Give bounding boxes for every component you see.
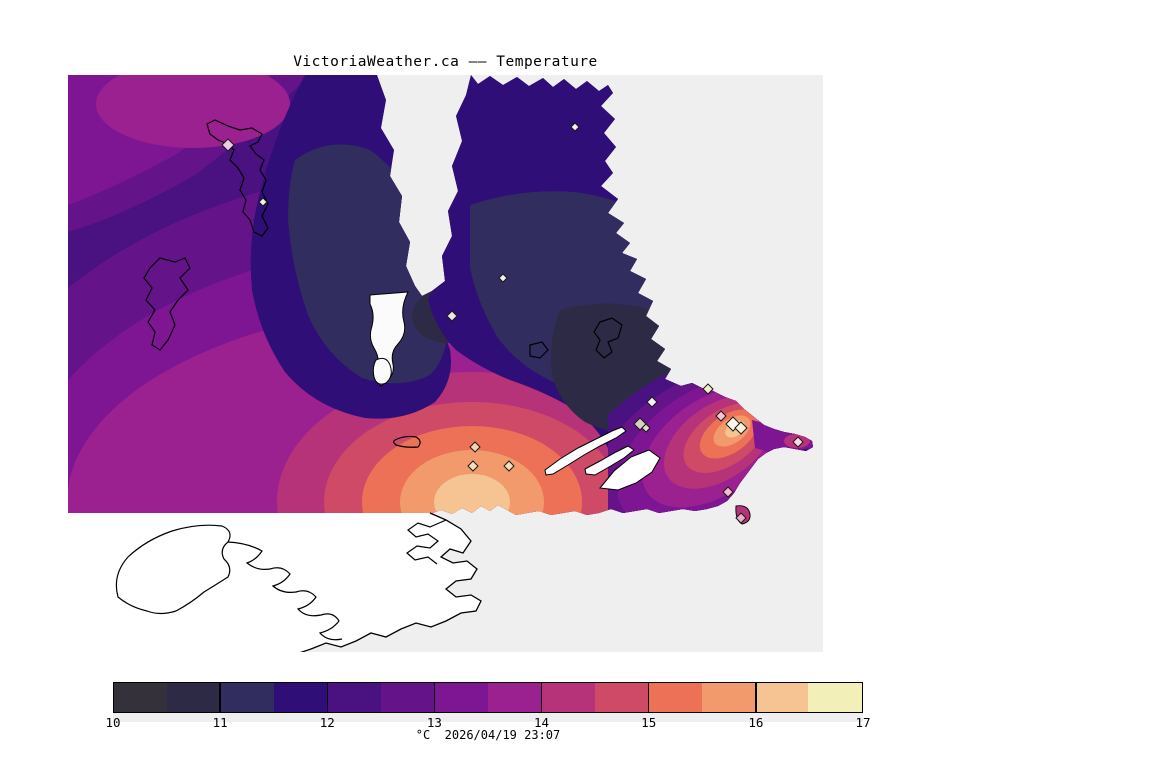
coastline-island (593, 317, 623, 359)
colorbar-segment (541, 683, 595, 712)
station-marker (221, 138, 235, 152)
colorbar-tick-label: 17 (855, 715, 871, 730)
colorbar: 10 11 12 13 14 15 16 17 °C 2026/04/19 23:07 (105, 682, 871, 742)
colorbar-tick-label: 12 (319, 715, 335, 730)
colorbar-divider (326, 682, 329, 713)
colorbar-label: °C 2026/04/19 23:07 (113, 728, 863, 742)
coastline-sound (227, 541, 343, 641)
colorbar-segment (220, 683, 275, 712)
colorbar-baseline-strip (113, 713, 863, 722)
colorbar-segment (808, 683, 862, 712)
colorbar-tick-label: 14 (534, 715, 550, 730)
coastline-south (299, 512, 482, 652)
contour-band (96, 75, 290, 148)
colorbar-divider (433, 682, 436, 713)
island-spit (584, 445, 635, 476)
colorbar-segment (327, 683, 382, 712)
colorbar-divider (540, 682, 543, 713)
station-marker (735, 512, 747, 524)
coastline-lagoon (393, 435, 421, 448)
station-marker (467, 460, 479, 472)
station-marker (722, 486, 734, 498)
colorbar-unit: °C (415, 728, 431, 742)
colorbar-segment (381, 683, 435, 712)
coastline-south-peninsula (115, 524, 231, 615)
colorbar-divider (219, 682, 221, 713)
colorbar-segment (594, 683, 649, 712)
colorbar-segment (648, 683, 702, 712)
station-markers (221, 122, 804, 524)
station-marker (503, 460, 515, 472)
colorbar-segment (755, 683, 809, 712)
temperature-map (68, 75, 823, 652)
colorbar-scale (113, 682, 863, 713)
station-marker (641, 423, 651, 433)
island-spit (544, 426, 627, 476)
colorbar-tick-label: 16 (748, 715, 764, 730)
colorbar-segment (167, 683, 221, 712)
coastline-island (529, 341, 549, 359)
station-marker (702, 383, 714, 395)
coastline-peninsula (206, 119, 269, 237)
colorbar-tick-label: 15 (641, 715, 657, 730)
colorbar-tick-label: 10 (105, 715, 121, 730)
colorbar-segment (434, 683, 488, 712)
colorbar-tick-label: 11 (212, 715, 228, 730)
station-marker (715, 410, 727, 422)
station-marker (570, 122, 580, 132)
colorbar-timestamp: 2026/04/19 23:07 (444, 728, 561, 742)
station-marker (792, 436, 804, 448)
contour-band (434, 474, 510, 515)
station-marker (469, 441, 481, 453)
station-marker (734, 421, 748, 435)
colorbar-divider (647, 682, 650, 713)
station-marker (498, 273, 508, 283)
colorbar-segment (701, 683, 756, 712)
colorbar-segment (114, 683, 168, 712)
station-marker (646, 396, 658, 408)
lake (372, 357, 392, 385)
colorbar-segment (274, 683, 328, 712)
island-land (599, 449, 661, 491)
page-title: VictoriaWeather.ca —— Temperature (293, 54, 598, 70)
colorbar-tick-label: 13 (426, 715, 442, 730)
colorbar-divider (755, 682, 757, 713)
colorbar-ticks: 10 11 12 13 14 15 16 17 (105, 715, 870, 731)
station-marker (446, 310, 458, 322)
south-landmass (68, 513, 481, 652)
colorbar-segment (487, 683, 542, 712)
coastline-island (143, 257, 191, 351)
coastline-bays (406, 519, 447, 565)
station-marker (258, 197, 268, 207)
